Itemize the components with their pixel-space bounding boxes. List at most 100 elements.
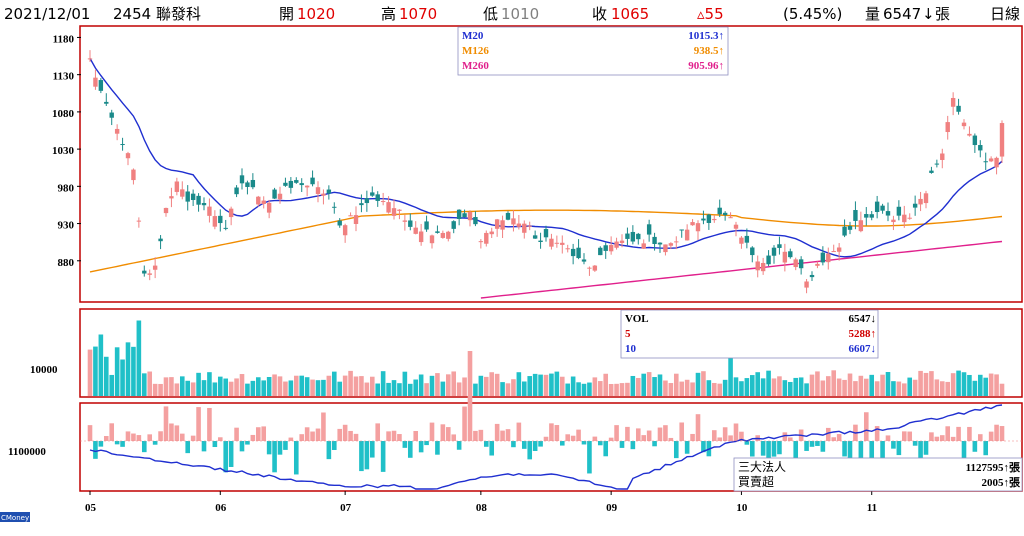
candle-body-52 bbox=[370, 192, 375, 196]
candle-body-0 bbox=[87, 58, 93, 60]
candle-body-134 bbox=[815, 263, 820, 266]
candle-body-165 bbox=[983, 161, 988, 163]
inst-bar-74 bbox=[489, 441, 495, 456]
inst-bar-8 bbox=[131, 433, 136, 441]
candle-body-79 bbox=[516, 223, 522, 227]
inst-bar-90 bbox=[576, 429, 581, 441]
volume-bar-42 bbox=[315, 380, 321, 396]
volume-bar-6 bbox=[120, 359, 125, 396]
inst-bar-155 bbox=[929, 432, 934, 441]
candle-body-10 bbox=[142, 270, 147, 274]
watermark-text: CMoney bbox=[1, 514, 29, 522]
volume-bar-118 bbox=[728, 351, 733, 396]
inst-bar-99 bbox=[625, 426, 630, 441]
candle-body-59 bbox=[408, 220, 413, 227]
candle-body-110 bbox=[684, 229, 690, 241]
volume-bar-119 bbox=[733, 377, 739, 396]
volume-bar-120 bbox=[739, 381, 744, 396]
inst-bar-136 bbox=[825, 427, 831, 441]
volume-bar-160 bbox=[956, 370, 961, 396]
price-tick-880: 880 bbox=[58, 257, 75, 269]
candle-body-14 bbox=[163, 207, 169, 214]
volume-bar-28 bbox=[239, 374, 245, 396]
inst-bar-78 bbox=[511, 441, 516, 448]
candle-body-82 bbox=[532, 235, 538, 239]
volume-bar-162 bbox=[967, 374, 972, 396]
inst-bar-59 bbox=[407, 441, 413, 458]
open-value: 1020 bbox=[297, 5, 335, 23]
volume-bar-76 bbox=[500, 382, 505, 396]
candle-body-127 bbox=[777, 244, 782, 248]
inst-bar-9 bbox=[136, 435, 142, 441]
volume-bar-92 bbox=[587, 382, 592, 396]
candle-body-74 bbox=[489, 231, 494, 235]
candle-body-44 bbox=[326, 189, 332, 194]
candle-body-150 bbox=[902, 214, 907, 223]
candle-body-156 bbox=[934, 163, 940, 165]
candle-body-109 bbox=[679, 229, 684, 231]
volume-bar-115 bbox=[711, 382, 717, 396]
inst-bar-154 bbox=[923, 441, 929, 455]
volume-bar-52 bbox=[369, 376, 375, 396]
inst-bar-28 bbox=[239, 441, 245, 452]
inst-bar-144 bbox=[869, 441, 875, 474]
inst-bar-156 bbox=[934, 436, 940, 441]
inst-bar-46 bbox=[337, 428, 343, 441]
inst-bar-75 bbox=[494, 423, 500, 441]
inst-bar-121 bbox=[744, 441, 750, 445]
inst-bar-63 bbox=[429, 422, 435, 441]
period-label: 日線 bbox=[990, 5, 1020, 23]
volume-bar-110 bbox=[684, 379, 690, 396]
candle-body-22 bbox=[207, 206, 212, 216]
month-label-07: 07 bbox=[340, 502, 352, 514]
candle-body-49 bbox=[353, 215, 359, 224]
volume-bar-50 bbox=[359, 376, 364, 396]
ma126-value: 938.5↑ bbox=[694, 45, 724, 57]
candle-body-119 bbox=[733, 224, 739, 229]
candle-body-53 bbox=[375, 194, 380, 201]
candle-body-118 bbox=[728, 217, 733, 219]
volume-bar-45 bbox=[331, 371, 337, 396]
inst-bar-23 bbox=[212, 441, 218, 448]
candle-body-88 bbox=[565, 248, 570, 250]
ma-legend: M20 1015.3↑ M126 938.5↑ M260 905.96↑ bbox=[457, 26, 729, 76]
candle-body-158 bbox=[945, 122, 950, 133]
inst-bar-148 bbox=[891, 441, 896, 449]
candle-body-2 bbox=[98, 80, 104, 91]
candle-body-57 bbox=[397, 209, 402, 211]
inst-bar-35 bbox=[277, 441, 283, 455]
candle-body-108 bbox=[674, 241, 679, 243]
volume-bar-8 bbox=[131, 346, 136, 396]
vol-value: 6547↓ bbox=[849, 313, 877, 325]
candle-body-131 bbox=[798, 259, 804, 269]
inst-bar-163 bbox=[972, 441, 978, 452]
inst-bar-32 bbox=[261, 426, 267, 441]
volume-bar-62 bbox=[424, 383, 429, 396]
volume-bar-32 bbox=[261, 380, 267, 396]
candlestick-series bbox=[87, 50, 1005, 294]
ma20-label: M20 bbox=[462, 30, 484, 42]
inst-bar-92 bbox=[587, 441, 592, 474]
inst-bar-80 bbox=[521, 441, 527, 449]
month-label-09: 09 bbox=[606, 502, 618, 514]
candle-body-51 bbox=[364, 198, 370, 204]
ma-legend-box bbox=[457, 26, 729, 76]
volume-bar-19 bbox=[190, 382, 196, 396]
institution-panel-frame bbox=[79, 402, 1023, 492]
price-tick-1030: 1030 bbox=[52, 145, 75, 157]
volume-bar-121 bbox=[744, 378, 750, 396]
quote-stock: 2454 聯發科 bbox=[113, 5, 201, 23]
candle-body-162 bbox=[967, 133, 972, 136]
inst-bar-128 bbox=[782, 432, 788, 441]
volume-bar-4 bbox=[109, 374, 115, 396]
volume-panel-frame bbox=[79, 308, 1023, 398]
candle-body-9 bbox=[136, 220, 142, 222]
volume-bar-68 bbox=[456, 382, 462, 396]
candle-body-116 bbox=[717, 207, 722, 215]
inst-bar-132 bbox=[804, 441, 809, 451]
candle-body-94 bbox=[598, 247, 603, 256]
inst-bar-127 bbox=[777, 441, 782, 455]
volume-bar-81 bbox=[527, 376, 533, 396]
inst-bar-21 bbox=[201, 441, 207, 452]
candle-body-151 bbox=[907, 217, 912, 219]
